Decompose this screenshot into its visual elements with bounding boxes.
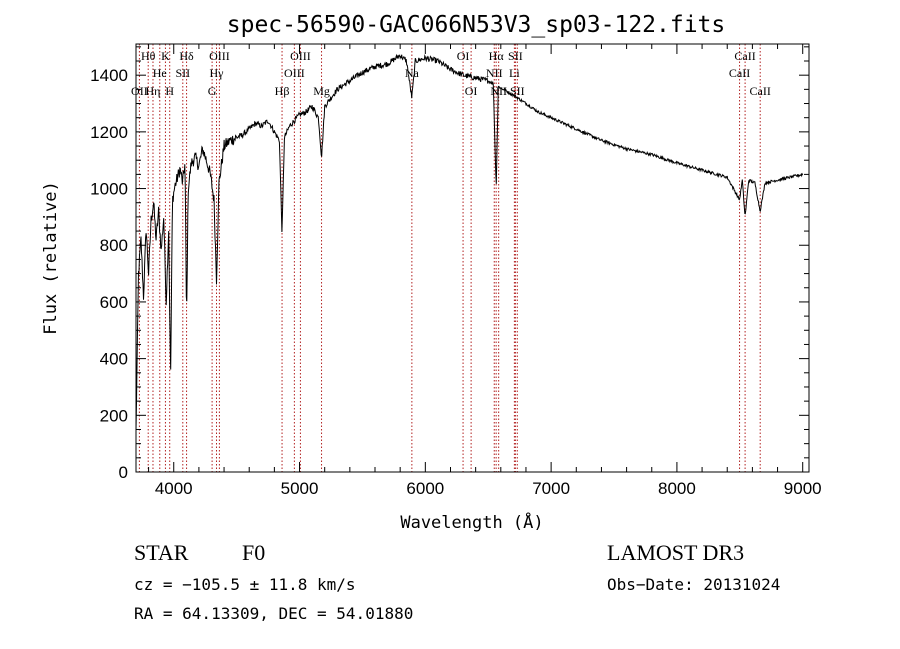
line-label-23: SII <box>510 84 525 98</box>
line-label-6: Hδ <box>179 49 194 63</box>
line-label-5: H <box>165 84 174 98</box>
emission-line-labels: Hθ OII He Hη K H Hδ SII OIII Hγ G Hβ OIII OIII Mg Na OI O… <box>131 49 771 98</box>
object-subclass: F0 <box>242 540 265 565</box>
line-label-26: CaII <box>750 84 771 98</box>
y-tick-label-5: 1000 <box>90 180 128 199</box>
x-axis-ticks: 4000 5000 6000 7000 8000 9000 <box>148 44 822 498</box>
line-label-17: OI <box>465 84 478 98</box>
x-tick-label-3: 7000 <box>532 479 570 498</box>
line-label-10: G <box>208 84 217 98</box>
line-label-3: Hη <box>146 84 161 98</box>
line-label-0: Hθ <box>141 49 156 63</box>
line-label-15: Na <box>405 66 420 80</box>
coordinates-readout: RA = 64.13309, DEC = 54.01880 <box>134 604 413 623</box>
y-tick-label-7: 1400 <box>90 66 128 85</box>
line-label-12: OIII <box>290 49 311 63</box>
line-label-9: Hγ <box>210 66 225 80</box>
line-label-22: Li <box>509 66 520 80</box>
line-label-24: CaII <box>734 49 755 63</box>
y-axis-ticks: 0 200 400 600 800 1000 1200 1400 <box>90 46 809 482</box>
line-label-11: Hβ <box>275 84 290 98</box>
line-label-8: OIII <box>209 49 230 63</box>
y-tick-label-1: 200 <box>100 406 128 425</box>
x-tick-label-5: 9000 <box>784 479 822 498</box>
object-class: STAR <box>134 540 189 565</box>
line-label-1: OII <box>131 84 148 98</box>
x-tick-label-4: 8000 <box>658 479 696 498</box>
y-tick-label-3: 600 <box>100 293 128 312</box>
spectrum-line <box>135 53 804 431</box>
redshift-readout: cz = −105.5 ± 11.8 km/s <box>134 575 356 594</box>
y-tick-label-6: 1200 <box>90 123 128 142</box>
survey-name: LAMOST DR3 <box>607 540 744 565</box>
x-tick-label-2: 6000 <box>406 479 444 498</box>
line-label-21: SII <box>508 49 523 63</box>
y-tick-label-2: 400 <box>100 350 128 369</box>
y-axis-label: Flux (relative) <box>41 181 61 335</box>
line-label-16: OI <box>457 49 470 63</box>
line-label-25: CaII <box>729 66 750 80</box>
y-tick-label-0: 0 <box>119 463 128 482</box>
emission-line-markers <box>138 44 761 472</box>
line-label-2: He <box>153 66 167 80</box>
observation-date: Obs−Date: 20131024 <box>607 575 780 594</box>
x-tick-label-1: 5000 <box>281 479 319 498</box>
plot-frame <box>135 43 810 473</box>
line-label-7: SII <box>175 66 190 80</box>
line-label-13: OIII <box>284 66 305 80</box>
line-label-14: Mg <box>313 84 330 98</box>
line-label-4: K <box>161 49 170 63</box>
chart-title: spec-56590-GAC066N53V3_sp03-122.fits <box>227 12 726 38</box>
line-label-18: Hα <box>489 49 505 63</box>
y-tick-label-4: 800 <box>100 236 128 255</box>
line-label-19: NII <box>486 66 503 80</box>
x-tick-label-0: 4000 <box>155 479 193 498</box>
x-axis-label: Wavelength (Å) <box>400 511 543 533</box>
